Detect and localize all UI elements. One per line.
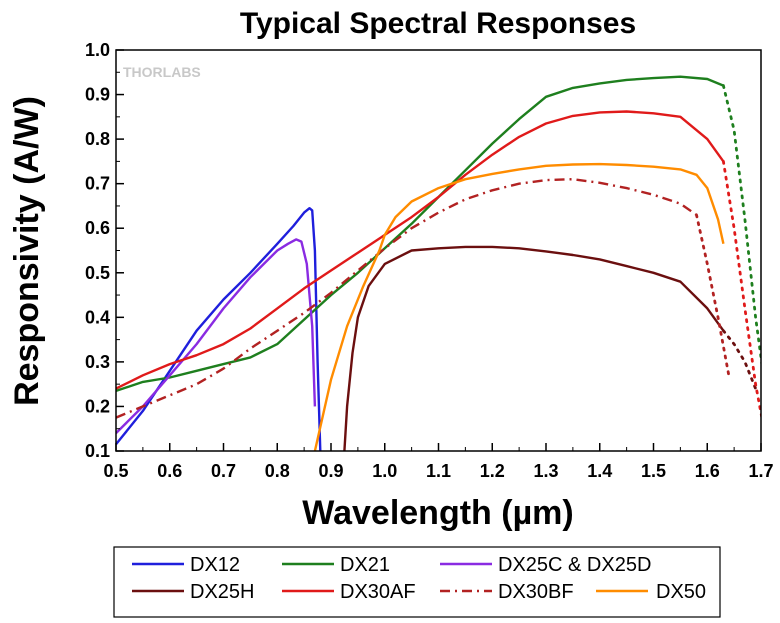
series-line-dx30af-extrapolated: [722, 160, 761, 421]
x-tick-label: 1.7: [748, 461, 773, 481]
x-axis-label: Wavelength (µm): [302, 494, 573, 532]
y-axis: 0.1 0.2 0.3 0.4 0.5 0.6 0.7 0.8 0.9 1.0: [85, 40, 124, 461]
y-tick-label: 0.4: [85, 307, 110, 327]
series-line-dx12: [116, 207, 322, 451]
x-tick-label: 1.1: [426, 461, 451, 481]
thorlabs-watermark: THORLABS: [123, 64, 201, 80]
y-axis-label: Responsivity (A/W): [8, 96, 46, 406]
y-tick-label: 0.6: [85, 218, 110, 238]
legend-label: DX30AF: [340, 581, 416, 603]
series-line-dx30bf-extrapolated: [695, 213, 731, 377]
y-tick-label: 0.7: [85, 174, 110, 194]
legend-label: DX30BF: [498, 581, 574, 603]
x-tick-label: 0.7: [211, 461, 236, 481]
y-tick-label: 0.3: [85, 352, 110, 372]
x-tick-label: 0.6: [157, 461, 182, 481]
legend-label: DX12: [190, 554, 240, 576]
series-line-dx25c-dx25d: [116, 238, 317, 435]
y-tick-label: 1.0: [85, 40, 110, 60]
plot-area-frame: [115, 49, 762, 452]
y-tick-label: 0.5: [85, 263, 110, 283]
chart-title: Typical Spectral Responses: [240, 7, 636, 40]
legend: DX12 DX21 DX25C & DX25D DX25H DX30AF DX30BF DX…: [132, 554, 706, 603]
y-tick-label: 0.1: [85, 441, 110, 461]
series-layer: [116, 75, 761, 451]
legend-label: DX25C & DX25D: [498, 554, 651, 576]
x-tick-label: 0.8: [265, 461, 290, 481]
series-line-dx30af: [116, 110, 725, 390]
x-tick-label: 0.9: [318, 461, 343, 481]
series-line-dx25h: [343, 245, 725, 451]
legend-label: DX21: [340, 554, 390, 576]
series-line-dx30bf: [116, 178, 698, 419]
y-tick-label: 0.9: [85, 85, 110, 105]
series-line-dx21: [116, 75, 724, 393]
x-tick-label: 1.3: [533, 461, 558, 481]
legend-label: DX50: [656, 581, 706, 603]
series-line-dx25h-extrapolated: [722, 329, 757, 390]
x-tick-label: 1.6: [695, 461, 720, 481]
series-line-dx50: [313, 162, 725, 451]
legend-box: [113, 546, 721, 618]
series-line-dx21-extrapolated: [722, 84, 761, 368]
y-tick-label: 0.8: [85, 129, 110, 149]
x-tick-label: 0.5: [103, 461, 128, 481]
x-axis: 0.5 0.6 0.7 0.8 0.9 1.0 1.1 1.2 1.3 1.4 1.5 1.6 1.7: [103, 443, 774, 481]
x-tick-label: 1.0: [372, 461, 397, 481]
x-tick-label: 1.5: [641, 461, 666, 481]
x-tick-label: 1.2: [480, 461, 505, 481]
y-tick-label: 0.2: [85, 396, 110, 416]
x-tick-label: 1.4: [587, 461, 612, 481]
legend-label: DX25H: [190, 581, 254, 603]
